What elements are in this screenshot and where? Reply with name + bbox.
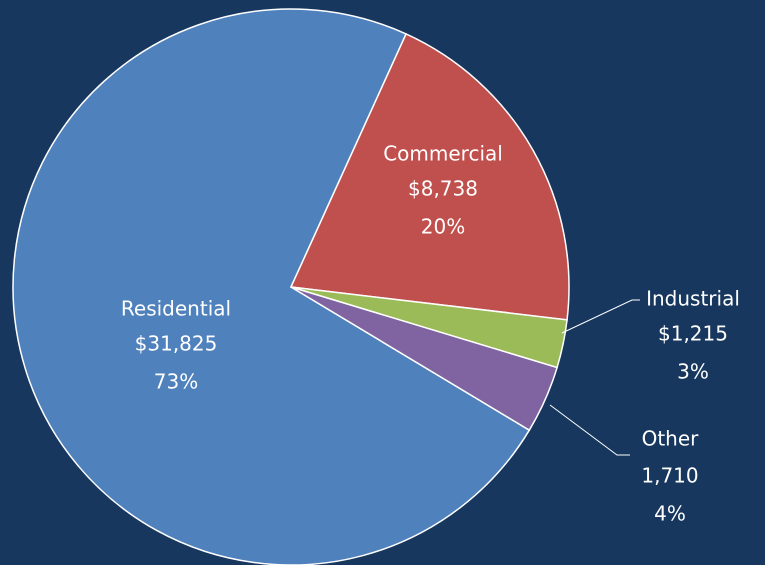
category-label: Residential (121, 297, 231, 321)
pie-slice (290, 286, 559, 432)
value-label: $8,738 (408, 177, 478, 201)
pie-slice (12, 8, 531, 565)
percent-label: 20% (421, 215, 465, 239)
leader-line (549, 404, 630, 456)
percent-label: 3% (677, 360, 709, 384)
category-label: Industrial (646, 287, 740, 311)
value-label: $1,215 (658, 322, 728, 346)
labels: Residential $31,825 73% Commercial $8,738 20%… (121, 142, 740, 526)
percent-label: 73% (154, 370, 198, 394)
category-label: Commercial (383, 142, 503, 166)
percent-label: 4% (654, 502, 686, 526)
value-label: 1,710 (641, 464, 698, 488)
pie (12, 8, 570, 565)
pie-slice (289, 32, 570, 321)
value-label: $31,825 (135, 332, 218, 356)
category-label: Other (642, 427, 700, 451)
leader-line (561, 299, 640, 334)
